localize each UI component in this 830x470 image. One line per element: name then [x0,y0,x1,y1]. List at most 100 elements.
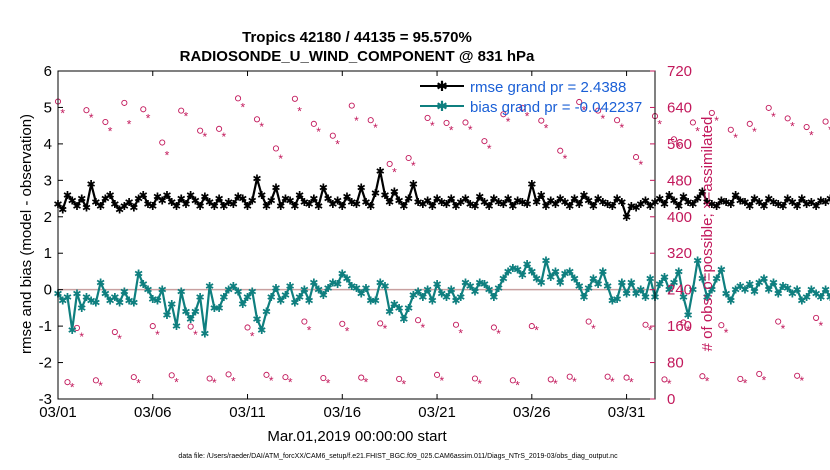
rmse-point: ✱ [774,199,783,211]
bias-point: ✱ [703,292,712,304]
bias-point: ✱ [224,285,233,297]
obs-assimilated-marker: * [297,105,302,119]
rmse-point: ✱ [617,197,626,209]
rmse-point: ✱ [305,199,314,211]
bias-point: ✱ [191,307,200,319]
obs-possible-marker [490,324,497,331]
rmse-point: ✱ [243,201,252,213]
rmse-point: ✱ [191,195,200,207]
rmse-point: ✱ [124,197,133,209]
obs-assimilated-marker: * [392,166,397,180]
bias-point: ✱ [532,274,541,286]
rmse-point: ✱ [238,194,247,206]
bias-point: ✱ [546,272,555,284]
bias-point: ✱ [731,285,740,297]
plot-frame [57,70,656,400]
bias-point: ✱ [707,285,716,297]
bias-point: ✱ [774,288,783,300]
rmse-point: ✱ [679,192,688,204]
bias-point: ✱ [470,286,479,298]
bias-point: ✱ [371,296,380,308]
rmse-point: ✱ [106,190,115,202]
rmse-point: ✱ [636,199,645,211]
obs-assimilated-marker: * [316,125,321,139]
bias-point: ✱ [276,296,285,308]
rmse-point: ✱ [309,194,318,206]
bias-point: ✱ [91,297,100,309]
bias-point: ✱ [314,285,323,297]
obs-possible-marker [509,377,516,384]
rmse-point: ✱ [745,201,754,213]
rmse-point: ✱ [489,194,498,206]
bias-point: ✱ [594,279,603,291]
rmse-point: ✱ [87,179,96,191]
obs-assimilated-marker: * [828,123,830,137]
bias-point: ✱ [660,272,669,284]
rmse-point: ✱ [276,201,285,213]
obs-possible-marker [291,95,298,102]
bias-point: ✱ [726,296,735,308]
rmse-line [57,170,830,220]
y-tick-label-right: 400 [667,209,692,226]
rmse-point: ✱ [214,194,223,206]
rmse-point: ✱ [499,199,508,211]
bias-point: ✱ [437,288,446,300]
rmse-point: ✱ [177,194,186,206]
rmse-point: ✱ [470,201,479,213]
obs-possible-marker [822,118,829,125]
bias-point: ✱ [788,288,797,300]
rmse-point: ✱ [380,190,389,202]
rmse-point: ✱ [641,195,650,207]
obs-assimilated-marker: * [601,112,606,126]
obs-assimilated-marker: * [818,319,823,333]
y-axis-label-left: rmse and bias (model - observation) [18,114,35,354]
bias-point: ✱ [214,303,223,315]
obs-assimilated-marker: * [572,375,577,389]
bias-point: ✱ [826,292,830,304]
rmse-point: ✱ [186,190,195,202]
rmse-point: ✱ [347,197,356,209]
y-tick-label-right: 480 [667,172,692,189]
obs-possible-marker [576,98,583,106]
y-tick-label-left: -3 [39,391,52,408]
obs-possible-marker [301,318,308,325]
obs-assimilated-marker: * [553,377,558,391]
obs-assimilated-marker: * [752,125,757,139]
bias-point: ✱ [205,281,214,293]
obs-possible-marker [206,375,213,382]
obs-possible-marker [339,320,346,327]
bias-point: ✱ [172,321,181,333]
obs-assimilated-marker: * [468,123,473,137]
bias-point: ✱ [200,328,209,340]
rmse-point: ✱ [551,199,560,211]
obs-possible-marker [234,95,242,102]
bias-point: ✱ [68,325,77,337]
obs-possible-marker [604,373,611,380]
obs-assimilated-marker: * [402,377,407,391]
bias-point: ✱ [745,279,754,291]
rmse-point: ✱ [769,197,778,209]
bias-point: ✱ [82,292,91,304]
bias-point: ✱ [385,307,394,319]
bias-point: ✱ [541,256,550,268]
bias-point: ✱ [428,296,437,308]
obs-assimilated-marker: * [762,373,767,387]
rmse-point: ✱ [399,201,408,213]
obs-assimilated-marker: * [373,121,378,135]
bias-point: ✱ [432,279,441,291]
obs-possible-marker [433,371,441,378]
obs-possible-marker [614,117,621,124]
y-tick-label-left: -1 [39,318,52,335]
obs-possible-marker [225,371,232,378]
obs-assimilated-marker: * [288,376,293,390]
bias-point: ✱ [158,285,167,297]
bias-point: ✱ [409,290,418,302]
obs-assimilated-marker: * [458,326,463,340]
obs-possible-marker [320,374,327,382]
rmse-point: ✱ [764,194,773,206]
rmse-point: ✱ [797,194,806,206]
rmse-point: ✱ [513,195,522,207]
obs-possible-marker [253,116,261,123]
obs-assimilated-marker: * [439,374,444,388]
y-tick-label-right: 560 [667,136,692,153]
